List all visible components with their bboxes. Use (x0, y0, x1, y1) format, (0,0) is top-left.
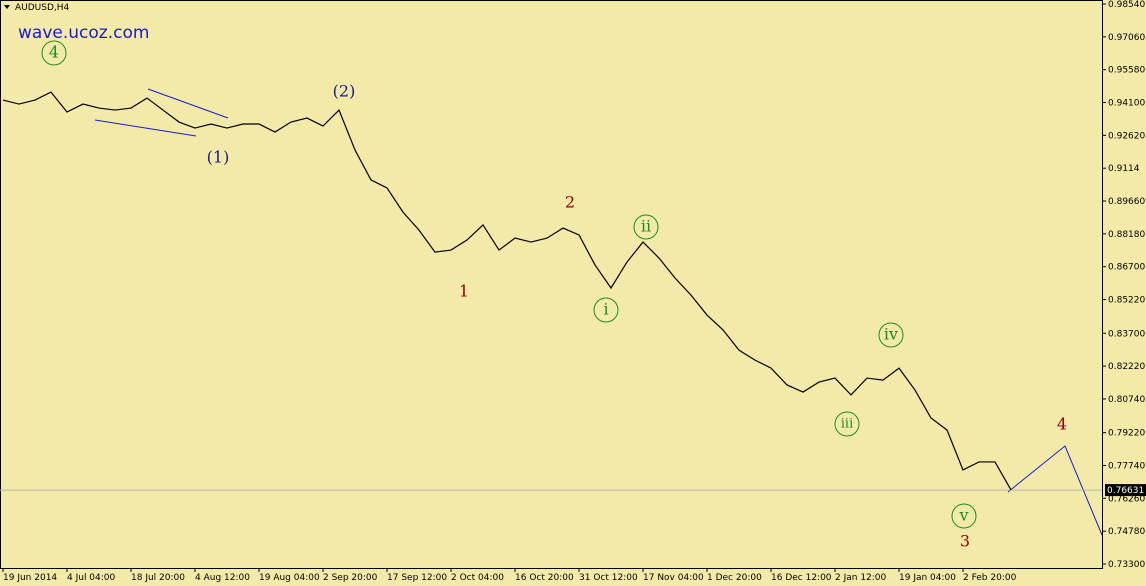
y-tick-label: 0.73300 (1108, 560, 1145, 570)
y-tick-label: 0.76260 (1108, 494, 1145, 504)
menu-arrow (4, 5, 10, 9)
x-tick-label: 17 Nov 04:00 (643, 573, 704, 583)
x-tick-label: 1 Dec 20:00 (707, 573, 762, 583)
price-line (2, 91, 1012, 491)
y-tick-label: 0.97060 (1108, 33, 1145, 43)
wave-label: (2) (333, 82, 356, 101)
wave-label: iv (884, 325, 898, 344)
x-tick-label: 18 Jul 20:00 (131, 573, 185, 583)
chart-title: AUDUSD,H4 (15, 3, 70, 13)
x-tick-label: 17 Sep 12:00 (387, 573, 447, 583)
x-tick-label: 31 Oct 12:00 (579, 573, 638, 583)
y-tick-label: 0.74780 (1108, 527, 1145, 537)
y-tick-label: 0.85220 (1108, 296, 1145, 306)
y-tick-label: 0.94100 (1108, 99, 1145, 109)
y-tick-label: 0.98540 (1108, 0, 1145, 10)
drawing-lines (94, 88, 1103, 536)
y-tick-label: 0.95580 (1108, 66, 1145, 76)
current-price-box (1105, 484, 1146, 497)
wave-circle (41, 40, 67, 66)
x-tick-label: 16 Oct 20:00 (515, 573, 574, 583)
wave-label: 4 (49, 43, 59, 62)
wave-label: 4 (1057, 415, 1067, 434)
wave-label: 2 (565, 193, 575, 212)
wave-label: i (603, 300, 608, 319)
x-tick-label: 2 Jan 12:00 (835, 573, 887, 583)
x-tick-label: 19 Aug 04:00 (259, 573, 320, 583)
y-tick-label: 0.88180 (1108, 230, 1145, 240)
plot-frame (0, 0, 1103, 569)
x-tick-label: 19 Jan 04:00 (899, 573, 956, 583)
wave-circle (878, 322, 904, 348)
y-tick-label: 0.9114 (1108, 164, 1140, 174)
y-tick-label: 0.83700 (1108, 329, 1145, 339)
wave-label: 1 (459, 282, 469, 301)
x-tick-label: 4 Jul 04:00 (67, 573, 116, 583)
y-tick-label: 0.80740 (1108, 395, 1145, 405)
x-tick-label: 4 Aug 12:00 (195, 573, 250, 583)
wave-circle (633, 214, 659, 240)
wave-label: 3 (960, 532, 970, 551)
wave-circle (593, 297, 619, 323)
current-price-label: 0.76631 (1107, 486, 1144, 496)
y-tick-label: 0.89660 (1108, 197, 1145, 207)
wave-label: ii (641, 217, 651, 236)
wave-label: v (958, 506, 968, 525)
watermark: wave.ucoz.com (18, 23, 149, 43)
x-tick-label: 2 Feb 20:00 (963, 573, 1017, 583)
wave-circle (834, 411, 860, 437)
wave-labels: 4 (1) (2) 1 2 3 4 i ii iii iv v (41, 40, 1067, 551)
wave-circle (951, 503, 977, 529)
x-tick-label: 19 Jun 2014 (3, 573, 57, 583)
y-tick-label: 0.92620 (1108, 131, 1145, 141)
x-tick-label: 16 Dec 12:00 (771, 573, 832, 583)
y-tick-label: 0.86700 (1108, 263, 1145, 273)
x-tick-label: 2 Oct 04:00 (451, 573, 504, 583)
wave-label: (1) (207, 148, 230, 167)
y-tick-label: 0.79220 (1108, 429, 1145, 439)
x-tick-label: 2 Sep 20:00 (323, 573, 378, 583)
y-tick-label: 0.77740 (1108, 461, 1145, 471)
y-tick-label: 0.82220 (1108, 362, 1145, 372)
wave-label: iii (841, 417, 853, 432)
